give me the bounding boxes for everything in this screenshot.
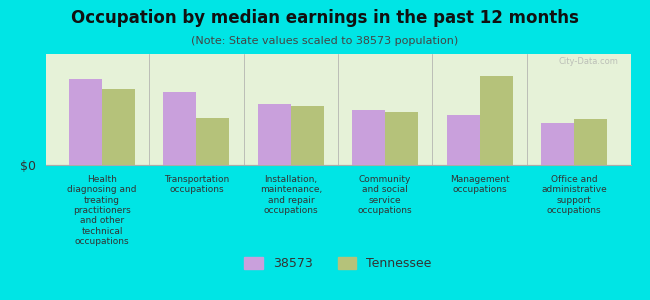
Bar [258, 104, 291, 165]
Bar [480, 76, 513, 165]
Text: City-Data.com: City-Data.com [559, 57, 619, 66]
Text: (Note: State values scaled to 38573 population): (Note: State values scaled to 38573 popu… [191, 36, 459, 46]
Legend: 38573, Tennessee: 38573, Tennessee [239, 252, 437, 275]
Bar [102, 89, 135, 165]
Text: Occupation by median earnings in the past 12 months: Occupation by median earnings in the pas… [71, 9, 579, 27]
Bar [541, 123, 574, 165]
Bar [163, 92, 196, 165]
Bar [291, 106, 324, 165]
Bar [196, 118, 229, 165]
Bar [385, 112, 418, 165]
Bar [447, 115, 480, 165]
Bar [69, 79, 102, 165]
Bar [574, 118, 607, 165]
Bar [352, 110, 385, 165]
